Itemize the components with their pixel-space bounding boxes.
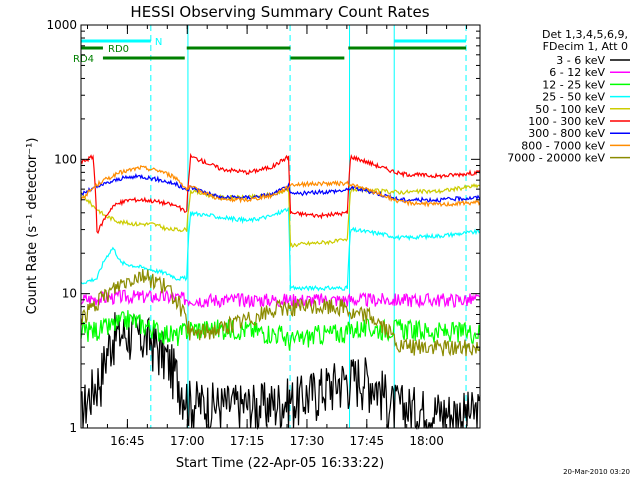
legend-header-0: Det 1,3,4,5,6,9, [542, 28, 628, 41]
x-tick-label-3: 17:30 [290, 434, 325, 448]
y-tick-label-3: 1000 [46, 18, 77, 32]
plot-area [80, 25, 480, 428]
state-bar-label-2: RD4 [73, 54, 94, 65]
legend-label-4: 50 - 100 keV [535, 103, 605, 116]
state-bar-label-0: N [155, 37, 162, 48]
legend-label-0: 3 - 6 keV [556, 54, 605, 67]
x-tick-label-5: 18:00 [409, 434, 444, 448]
legend-label-8: 7000 - 20000 keV [507, 152, 605, 165]
legend-header-1: FDecim 1, Att 0 [543, 40, 628, 53]
legend-label-3: 25 - 50 keV [542, 91, 605, 104]
series-line-8 [80, 269, 481, 357]
footer-timestamp: 20-Mar-2010 03:20 [563, 468, 630, 476]
axes: 1 10 100 1000 16:45 17:00 17:15 17:30 17:45 18:00 [46, 18, 481, 448]
plot-background [81, 25, 480, 428]
x-tick-label-2: 17:15 [230, 434, 265, 448]
x-tick-label-0: 16:45 [110, 434, 145, 448]
series-line-6 [80, 172, 481, 203]
series-line-2 [80, 310, 481, 351]
y-tick-label-0: 1 [69, 421, 77, 435]
series-line-4 [80, 183, 481, 248]
x-tick-label-1: 17:00 [170, 434, 205, 448]
y-axis-title: Count Rate (s⁻¹ detector⁻¹) [25, 138, 40, 315]
series-line-5 [80, 152, 481, 235]
series-layer [80, 152, 481, 430]
legend: Det 1,3,4,5,6,9,FDecim 1, Att 03 - 6 keV… [507, 28, 630, 165]
legend-label-1: 6 - 12 keV [549, 66, 605, 79]
state-bar-label-1: RD0 [108, 44, 129, 55]
y-tick-label-1: 10 [62, 287, 77, 301]
legend-label-6: 300 - 800 keV [528, 127, 605, 140]
chart-title: HESSI Observing Summary Count Rates [130, 3, 429, 21]
series-line-7 [80, 165, 481, 208]
legend-label-2: 12 - 25 keV [542, 78, 605, 91]
state-bars: N RD0 RD4 [73, 37, 467, 65]
y-tick-label-2: 100 [54, 152, 77, 166]
legend-label-7: 800 - 7000 keV [521, 139, 605, 152]
legend-label-5: 100 - 300 keV [528, 115, 605, 128]
x-axis-title: Start Time (22-Apr-05 16:33:22) [176, 456, 384, 471]
x-tick-label-4: 17:45 [350, 434, 385, 448]
plot-frame [80, 24, 481, 429]
